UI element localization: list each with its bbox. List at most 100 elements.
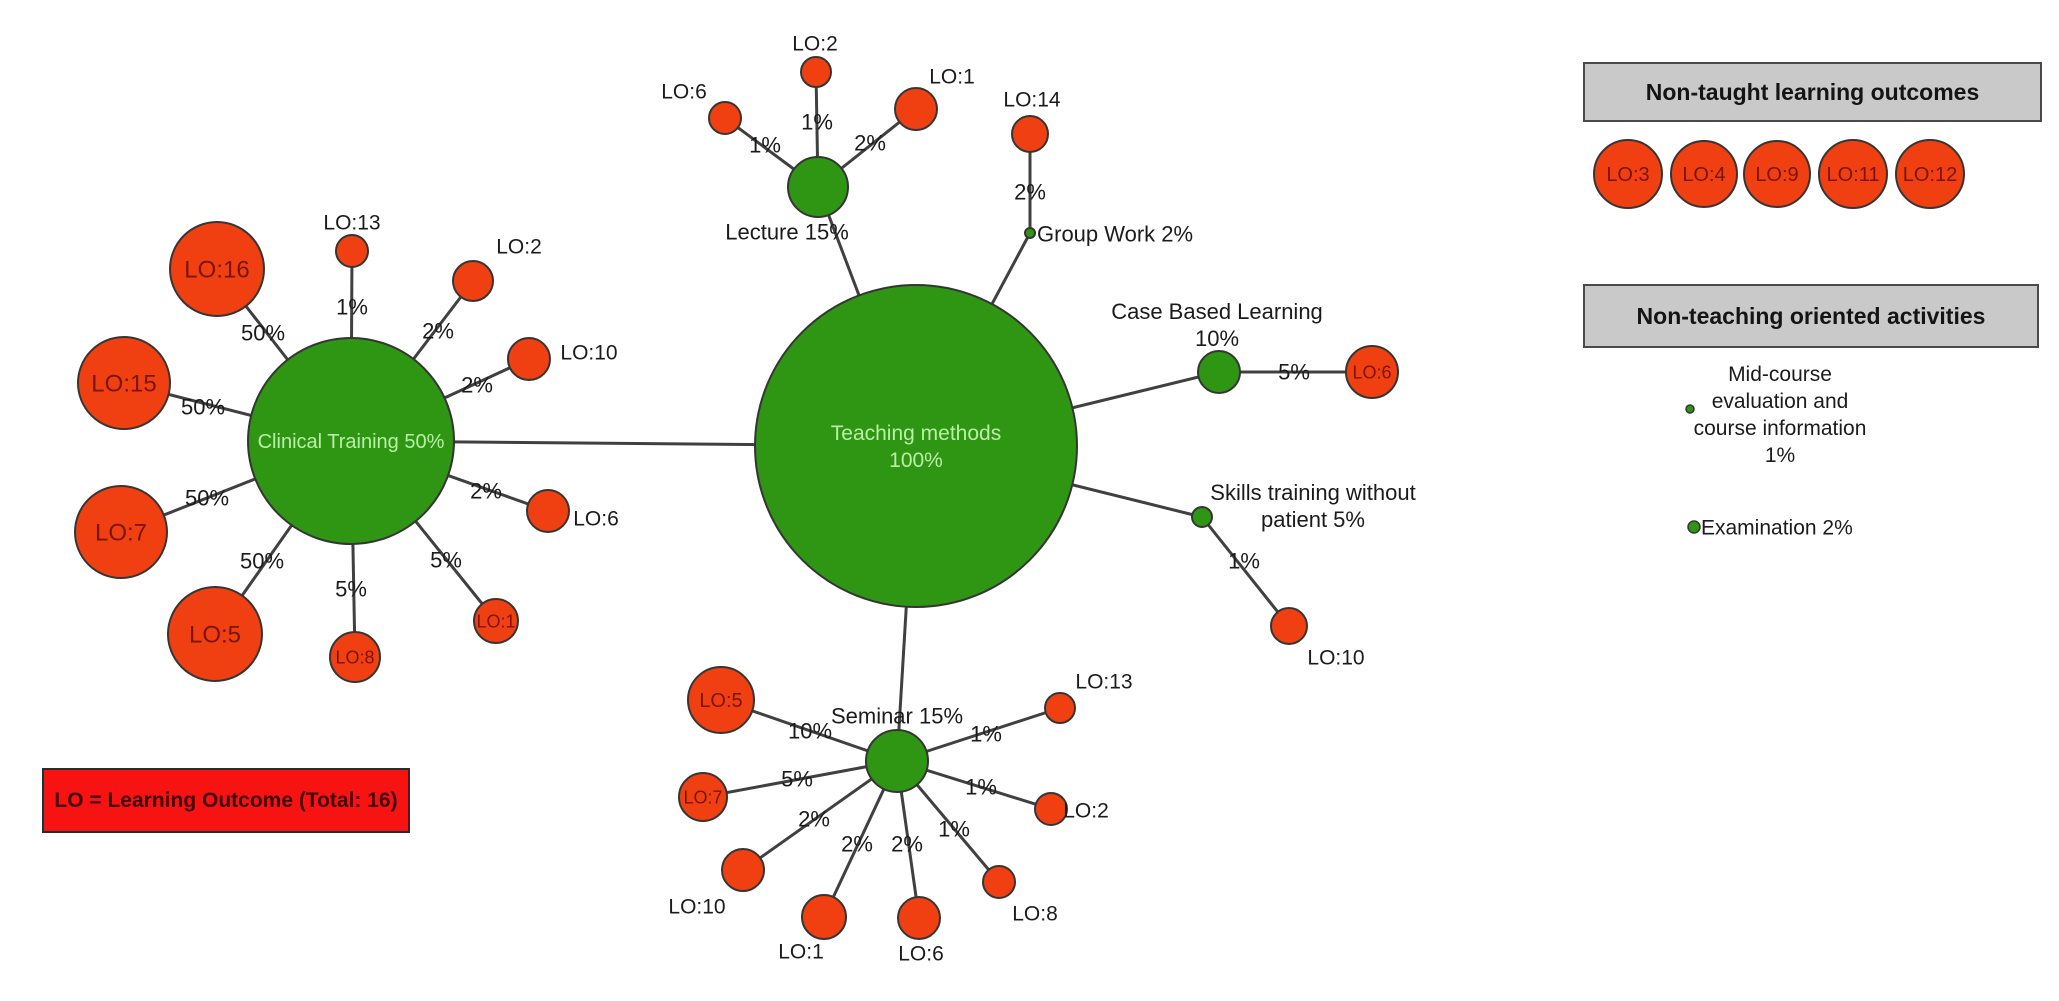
node-seminar-lo7 xyxy=(678,772,728,822)
node-label-clinical-lo15: LO:15 xyxy=(91,370,156,397)
edge-label-seminar--seminar-lo5: 10% xyxy=(788,719,832,744)
node-label-clinical-lo16: LO:16 xyxy=(184,256,249,283)
node-teaching-methods xyxy=(754,284,1078,608)
node-seminar-lo13 xyxy=(1044,692,1076,724)
edge-seminar--seminar-lo7 xyxy=(702,759,898,799)
node-seminar-lo8 xyxy=(982,865,1016,899)
edge-label-clinical-training--clinical-lo13: 1% xyxy=(336,295,368,320)
edge-label-clinical-training--clinical-lo2: 2% xyxy=(422,319,454,344)
edge-label-seminar--seminar-lo2: 1% xyxy=(965,775,997,800)
node-clinical-training xyxy=(247,337,455,545)
edge-label-lecture--lecture-lo2: 1% xyxy=(801,110,833,135)
node-seminar xyxy=(865,729,929,793)
node-label-groupwork-lo14: LO:14 xyxy=(1003,88,1061,111)
activity-dot-mid-course-evaluation xyxy=(1685,404,1695,414)
activity-label-mid-course-evaluation: Mid-course evaluation and course informati… xyxy=(1694,363,1867,467)
edge-label-group-work--groupwork-lo14: 2% xyxy=(1014,180,1046,205)
node-nontaught-lo12 xyxy=(1895,139,1965,209)
node-clinical-lo5 xyxy=(167,586,263,682)
edge-label-clinical-training--clinical-lo16: 50% xyxy=(241,321,285,346)
node-label-clinical-lo8: LO:8 xyxy=(335,647,374,667)
edge-label-clinical-training--clinical-lo6: 2% xyxy=(470,479,502,504)
node-case-based-learning xyxy=(1197,350,1241,394)
node-lecture-lo6 xyxy=(708,101,742,135)
node-label-cbl-lo6: LO:6 xyxy=(1352,362,1391,382)
node-label-lecture-lo6: LO:6 xyxy=(661,80,707,103)
edge-label-clinical-training--clinical-lo7: 50% xyxy=(185,486,229,511)
edge-label-clinical-training--clinical-lo8: 5% xyxy=(335,577,367,602)
node-clinical-lo10 xyxy=(507,337,551,381)
node-nontaught-lo3 xyxy=(1593,139,1663,209)
activity-label-examination: Examination 2% xyxy=(1701,516,1853,539)
node-skills-training xyxy=(1191,506,1213,528)
node-nontaught-lo9 xyxy=(1743,140,1811,208)
node-clinical-lo2 xyxy=(452,260,494,302)
node-lecture-lo1 xyxy=(894,87,938,131)
edge-label-clinical-training--clinical-lo10: 2% xyxy=(461,373,493,398)
edge-label-seminar--seminar-lo8: 1% xyxy=(938,817,970,842)
node-label-clinical-lo1: LO:1 xyxy=(476,611,515,631)
activity-dot-examination xyxy=(1687,520,1701,534)
node-label-clinical-lo7: LO:7 xyxy=(95,519,147,546)
node-label-skills-lo10: LO:10 xyxy=(1307,646,1364,669)
node-label-group-work: Group Work 2% xyxy=(1037,222,1193,247)
node-label-nontaught-lo4: LO:4 xyxy=(1682,164,1725,186)
node-label-seminar-lo5: LO:5 xyxy=(699,690,742,712)
edge-label-seminar--seminar-lo6: 2% xyxy=(891,832,923,857)
node-lecture xyxy=(787,156,849,218)
edge-label-clinical-training--clinical-lo1: 5% xyxy=(430,548,462,573)
node-nontaught-lo11 xyxy=(1818,139,1888,209)
node-groupwork-lo14 xyxy=(1011,115,1049,153)
edge-label-clinical-training--clinical-lo15: 50% xyxy=(181,395,225,420)
node-seminar-lo2 xyxy=(1034,792,1068,826)
node-label-skills-training: Skills training without patient 5% xyxy=(1210,480,1415,532)
legend-box: LO = Learning Outcome (Total: 16) xyxy=(42,768,410,833)
non-teaching-activities-header: Non-teaching oriented activities xyxy=(1583,284,2039,348)
node-seminar-lo1 xyxy=(801,894,847,940)
edge-label-seminar--seminar-lo7: 5% xyxy=(781,767,813,792)
node-label-clinical-lo10: LO:10 xyxy=(560,341,617,364)
node-label-teaching-methods: Teaching methods 100% xyxy=(831,422,1001,472)
node-label-lecture: Lecture 15% xyxy=(725,220,849,245)
node-skills-lo10 xyxy=(1270,607,1308,645)
node-seminar-lo6 xyxy=(897,896,941,940)
edge-label-clinical-training--clinical-lo5: 50% xyxy=(240,549,284,574)
node-label-seminar-lo8: LO:8 xyxy=(1012,902,1058,925)
node-clinical-lo7 xyxy=(74,485,168,579)
node-label-clinical-lo2: LO:2 xyxy=(496,235,542,258)
node-label-seminar-lo6: LO:6 xyxy=(898,942,944,965)
node-label-clinical-lo5: LO:5 xyxy=(189,621,241,648)
node-clinical-lo8 xyxy=(329,631,381,683)
node-label-lecture-lo1: LO:1 xyxy=(929,65,975,88)
node-clinical-lo16 xyxy=(169,221,265,317)
node-label-nontaught-lo3: LO:3 xyxy=(1606,164,1649,186)
edge-label-lecture--lecture-lo1: 2% xyxy=(854,131,886,156)
node-label-seminar-lo10: LO:10 xyxy=(668,895,725,918)
node-seminar-lo5 xyxy=(687,666,755,734)
node-label-clinical-training: Clinical Training 50% xyxy=(258,431,445,453)
node-label-seminar-lo2: LO:2 xyxy=(1063,799,1109,822)
node-label-nontaught-lo9: LO:9 xyxy=(1755,164,1798,186)
node-label-clinical-lo6: LO:6 xyxy=(573,507,619,530)
node-clinical-lo1 xyxy=(473,598,519,644)
edge-skills-training--skills-lo10 xyxy=(1200,516,1291,627)
non-taught-outcomes-header: Non-taught learning outcomes xyxy=(1583,62,2042,122)
node-lecture-lo2 xyxy=(800,56,832,88)
node-seminar-lo10 xyxy=(721,848,765,892)
node-label-clinical-lo13: LO:13 xyxy=(323,211,380,234)
node-label-seminar-lo7: LO:7 xyxy=(683,787,722,807)
edge-label-lecture--lecture-lo6: 1% xyxy=(749,133,781,158)
edge-label-seminar--seminar-lo1: 2% xyxy=(841,832,873,857)
node-label-nontaught-lo12: LO:12 xyxy=(1903,164,1957,186)
node-clinical-lo6 xyxy=(526,489,570,533)
node-nontaught-lo4 xyxy=(1670,140,1738,208)
node-clinical-lo15 xyxy=(77,336,171,430)
edge-label-case-based-learning--cbl-lo6: 5% xyxy=(1278,360,1310,385)
node-label-seminar-lo1: LO:1 xyxy=(778,940,824,963)
node-label-case-based-learning: Case Based Learning 10% xyxy=(1111,299,1323,351)
node-clinical-lo13 xyxy=(335,234,369,268)
node-group-work xyxy=(1024,227,1036,239)
node-label-seminar-lo13: LO:13 xyxy=(1075,670,1132,693)
